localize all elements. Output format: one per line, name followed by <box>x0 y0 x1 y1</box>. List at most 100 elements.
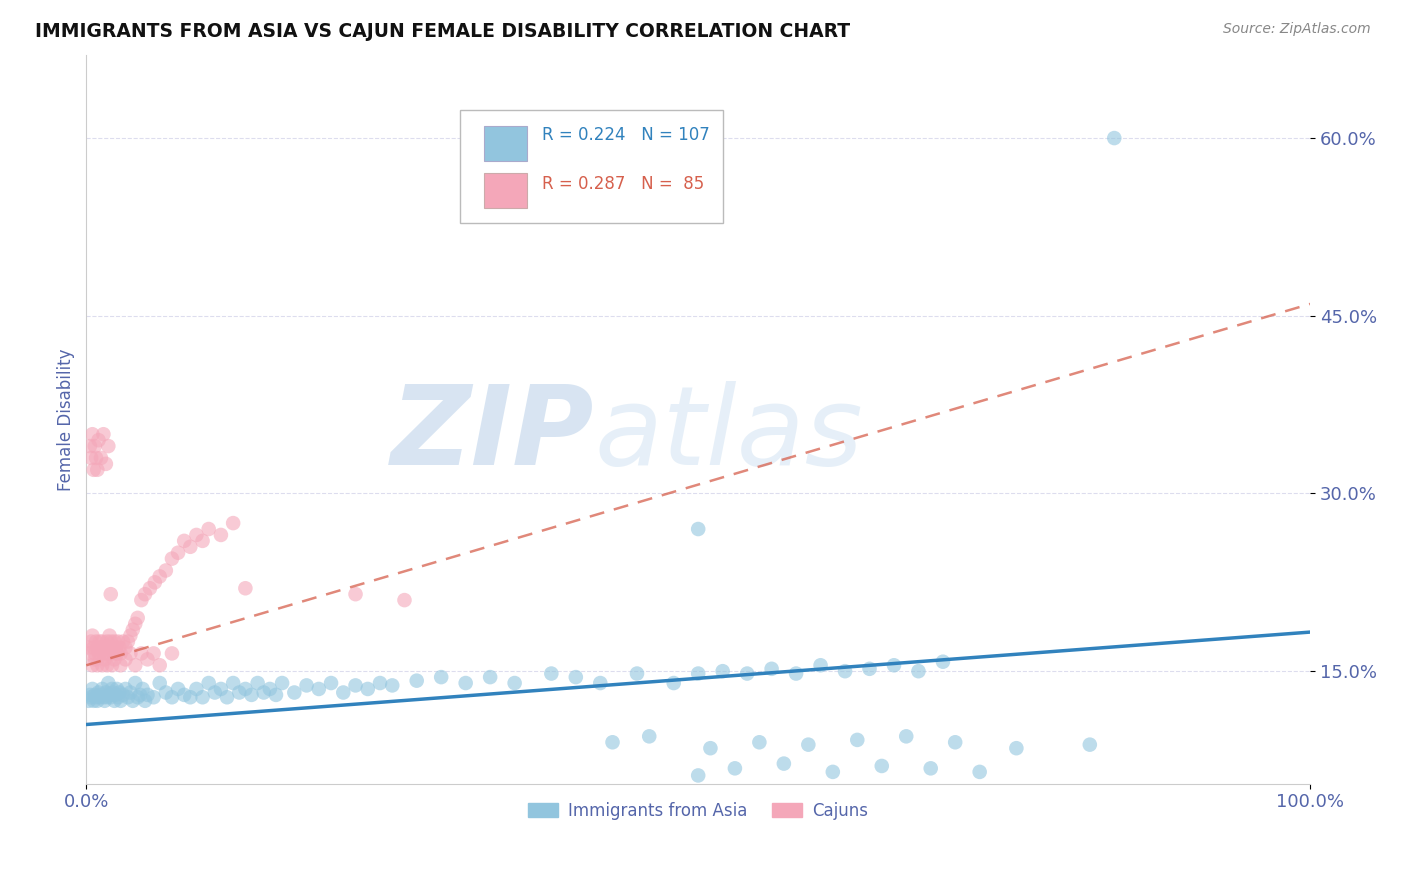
Point <box>357 681 380 696</box>
Point <box>83 640 105 655</box>
Point <box>932 655 955 669</box>
Point <box>93 690 115 705</box>
Point <box>149 658 172 673</box>
Point <box>97 439 120 453</box>
Point <box>191 533 214 548</box>
Point <box>117 634 139 648</box>
Point <box>89 690 111 705</box>
Point <box>129 688 152 702</box>
Point <box>103 634 125 648</box>
Point <box>90 450 112 465</box>
Point <box>83 694 105 708</box>
Point <box>907 664 929 678</box>
Point <box>368 676 391 690</box>
Point <box>204 685 226 699</box>
Point <box>969 764 991 779</box>
Point <box>124 658 146 673</box>
Point <box>344 678 367 692</box>
Point <box>748 735 770 749</box>
Point <box>107 690 129 705</box>
Point <box>503 676 526 690</box>
Point <box>94 457 117 471</box>
Point <box>97 640 120 655</box>
Point <box>98 647 121 661</box>
Point <box>240 688 263 702</box>
Point <box>77 640 100 655</box>
Text: R = 0.287   N =  85: R = 0.287 N = 85 <box>541 175 704 193</box>
Point <box>173 533 195 548</box>
Point <box>344 587 367 601</box>
Point <box>80 450 103 465</box>
Point <box>86 640 108 655</box>
Point <box>626 666 648 681</box>
Point <box>222 516 245 530</box>
Point <box>107 634 129 648</box>
Point <box>235 581 257 595</box>
Point <box>87 433 110 447</box>
Text: R = 0.224   N = 107: R = 0.224 N = 107 <box>541 126 709 144</box>
Point <box>110 658 132 673</box>
Point <box>93 647 115 661</box>
Point <box>142 690 165 705</box>
Point <box>454 676 477 690</box>
Point <box>271 676 294 690</box>
Point <box>83 688 105 702</box>
Point <box>191 690 214 705</box>
Point <box>253 685 276 699</box>
Point <box>100 634 122 648</box>
Point <box>120 685 142 699</box>
Point <box>105 647 128 661</box>
Point <box>724 761 747 775</box>
Point <box>149 676 172 690</box>
Point <box>79 688 101 702</box>
Point <box>114 681 136 696</box>
Point <box>91 658 114 673</box>
Point <box>139 581 162 595</box>
Point <box>821 764 844 779</box>
Point <box>136 688 159 702</box>
Point <box>77 694 100 708</box>
Point <box>90 688 112 702</box>
Text: IMMIGRANTS FROM ASIA VS CAJUN FEMALE DISABILITY CORRELATION CHART: IMMIGRANTS FROM ASIA VS CAJUN FEMALE DIS… <box>35 22 851 41</box>
Point <box>283 685 305 699</box>
Point <box>82 427 104 442</box>
Point <box>117 690 139 705</box>
Point <box>100 690 122 705</box>
Point <box>84 634 107 648</box>
Point <box>1078 738 1101 752</box>
Point <box>86 658 108 673</box>
Point <box>124 616 146 631</box>
Point <box>142 647 165 661</box>
Point <box>121 694 143 708</box>
Text: ZIP: ZIP <box>391 381 595 488</box>
Point <box>96 658 118 673</box>
Point <box>332 685 354 699</box>
Point <box>920 761 942 775</box>
Point <box>589 676 612 690</box>
Point <box>124 676 146 690</box>
Point <box>228 685 250 699</box>
Point <box>131 647 153 661</box>
Point <box>103 652 125 666</box>
Text: atlas: atlas <box>595 381 863 488</box>
Point <box>264 688 287 702</box>
Point <box>136 652 159 666</box>
Point <box>100 587 122 601</box>
Point <box>82 658 104 673</box>
Point <box>80 690 103 705</box>
Point <box>94 685 117 699</box>
Point <box>98 688 121 702</box>
Point <box>1005 741 1028 756</box>
Point <box>120 629 142 643</box>
Point <box>896 730 918 744</box>
Point <box>83 652 105 666</box>
Point <box>105 647 128 661</box>
Point <box>104 688 127 702</box>
Point <box>80 634 103 648</box>
Point <box>103 694 125 708</box>
Point <box>179 540 201 554</box>
Point <box>101 640 124 655</box>
Point <box>197 522 219 536</box>
Point <box>186 681 208 696</box>
Point <box>638 730 661 744</box>
